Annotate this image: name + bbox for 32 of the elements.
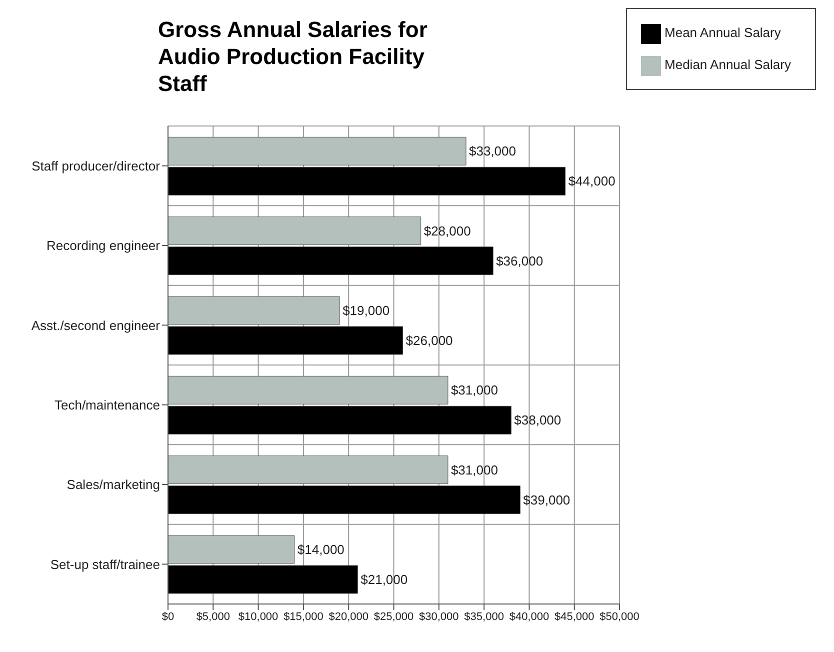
x-tick-label: $5,000 [196, 610, 230, 623]
y-tick-label: Asst./second engineer [31, 318, 161, 333]
data-label: $39,000 [523, 492, 570, 508]
y-tick-label: Tech/maintenance [54, 397, 160, 412]
x-tick-label: $10,000 [238, 610, 278, 623]
x-tick-label: $0 [162, 610, 174, 623]
x-tick-label: $40,000 [509, 610, 550, 623]
x-tick-label: $15,000 [284, 610, 324, 623]
data-label: $26,000 [406, 332, 453, 348]
y-tick-label: Recording engineer [46, 238, 161, 254]
y-tick-label: Sales/marketing [66, 477, 160, 492]
x-tick-label: $45,000 [554, 610, 594, 623]
data-label: $19,000 [342, 302, 390, 318]
legend-label: Mean Annual Salary [664, 25, 781, 40]
data-label: $44,000 [568, 174, 616, 189]
x-tick-label: $35,000 [464, 610, 504, 623]
y-tick-label: Set-up staff/trainee [50, 556, 160, 572]
data-label: $21,000 [360, 572, 408, 587]
chart-title: Gross Annual Salaries for Audio Production Facility Staff [158, 16, 428, 97]
data-label: $36,000 [496, 253, 544, 268]
x-tick-label: $50,000 [600, 610, 640, 623]
x-tick-label: $20,000 [328, 610, 368, 623]
data-label: $33,000 [469, 144, 516, 159]
data-label: $31,000 [450, 462, 498, 478]
data-label: $31,000 [450, 382, 498, 398]
y-tick-label: Staff producer/director [32, 158, 161, 174]
legend-label: Median Annual Salary [664, 57, 791, 72]
data-label: $38,000 [514, 412, 562, 428]
data-label: $28,000 [424, 223, 471, 238]
data-label: $14,000 [297, 542, 344, 557]
x-tick-label: $25,000 [374, 610, 414, 623]
x-tick-label: $30,000 [419, 610, 459, 623]
